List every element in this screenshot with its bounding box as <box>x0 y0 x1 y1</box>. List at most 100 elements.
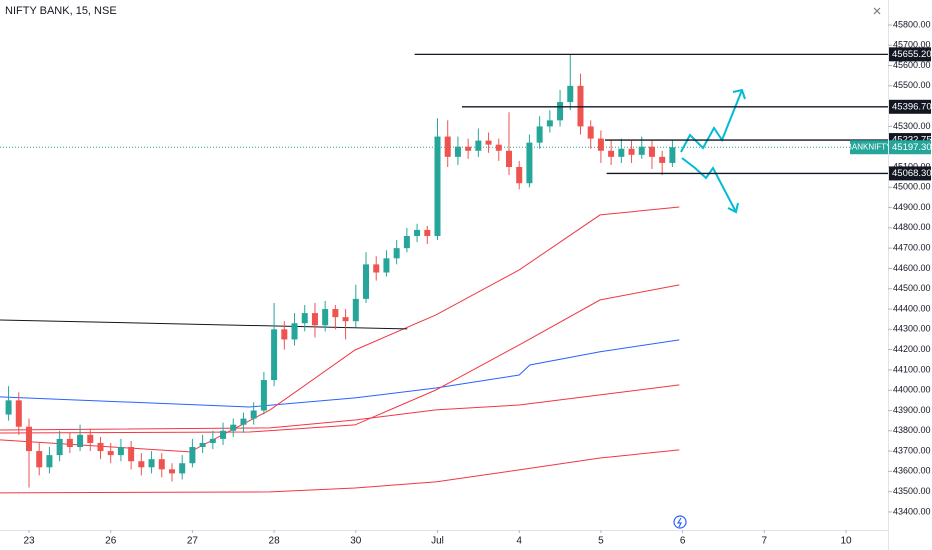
x-tick-label: 30 <box>350 536 362 547</box>
candle-body <box>36 451 43 468</box>
candle-body <box>577 85 584 127</box>
level-label: 45396.70 <box>892 101 932 112</box>
candle-body <box>97 442 104 452</box>
x-tick-label: 10 <box>840 536 852 547</box>
candle-body <box>434 136 441 236</box>
candle-body <box>536 126 543 143</box>
x-tick-label: 6 <box>680 536 686 547</box>
chart-title: NIFTY BANK, 15, NSE <box>5 5 117 17</box>
candle-body <box>281 329 288 340</box>
candle-body <box>454 146 461 157</box>
candle-body <box>189 447 196 464</box>
level-label: 45068.30 <box>892 168 932 179</box>
y-tick-label: 43900.00 <box>893 405 931 415</box>
candle-body <box>505 150 512 167</box>
y-tick-label: 44200.00 <box>893 344 931 354</box>
close-icon[interactable] <box>873 7 881 15</box>
y-tick-label: 44400.00 <box>893 303 931 313</box>
y-tick-label: 45500.00 <box>893 80 931 90</box>
candle-body <box>56 438 63 456</box>
candle-body <box>475 140 482 151</box>
symbol-label-box <box>850 140 888 155</box>
y-tick-label: 44800.00 <box>893 222 931 232</box>
candle-body <box>495 144 502 151</box>
y-tick-label: 44100.00 <box>893 364 931 374</box>
x-tick-label: 4 <box>516 536 522 547</box>
projection-arrow-up <box>680 89 743 153</box>
candle-body <box>332 309 339 318</box>
candle-body <box>220 430 227 439</box>
candle-body <box>383 258 390 273</box>
y-tick-label: 44700.00 <box>893 243 931 253</box>
candle-body <box>66 438 73 448</box>
candle-body <box>669 147 676 163</box>
x-tick-label: 28 <box>269 536 281 547</box>
axis-layer: 45800.00 45700.00 45600.00 45500.00 45300.00… <box>23 19 931 546</box>
candle-body <box>271 329 278 381</box>
candle-body <box>587 126 594 139</box>
y-tick-label: 43500.00 <box>893 486 931 496</box>
alert-icon-bolt <box>676 517 682 528</box>
candle-body <box>567 85 574 103</box>
y-tick-label: 45000.00 <box>893 182 931 192</box>
candle-body <box>15 400 22 427</box>
moving-average-line <box>0 449 680 494</box>
candle-body <box>311 313 318 326</box>
candle-body <box>301 313 308 324</box>
candle-body <box>209 438 216 443</box>
candle-body <box>342 317 349 322</box>
candle-body <box>403 235 410 249</box>
x-tick-label: 5 <box>598 536 604 547</box>
candle-body <box>557 102 564 121</box>
candle-body <box>148 459 155 468</box>
trendline <box>0 319 408 330</box>
y-tick-label: 43600.00 <box>893 466 931 476</box>
last-price-label: 45197.30 <box>892 142 932 153</box>
moving-average-line <box>0 384 680 431</box>
candle-body <box>107 451 114 456</box>
candle-body <box>46 455 53 468</box>
candle-body <box>168 469 175 474</box>
x-tick-label: Jul <box>431 536 444 547</box>
candle-body <box>648 146 655 157</box>
y-tick-label: 45300.00 <box>893 121 931 131</box>
candle-body <box>26 426 33 452</box>
level-label-box <box>889 99 931 114</box>
candle-body <box>291 323 298 340</box>
candle-body <box>373 264 380 273</box>
candle-body <box>230 424 237 431</box>
candle-body <box>638 146 645 155</box>
candle-body <box>363 264 370 299</box>
candle-body <box>618 148 625 157</box>
candle-body <box>322 309 329 326</box>
candle-body <box>659 156 666 163</box>
y-tick-label: 44300.00 <box>893 324 931 334</box>
y-tick-label: 45700.00 <box>893 40 931 50</box>
candle-layer <box>5 54 676 488</box>
candle-body <box>546 120 553 127</box>
candle-body <box>516 166 523 184</box>
y-tick-label: 43700.00 <box>893 445 931 455</box>
candle-body <box>352 298 359 322</box>
candle-body <box>138 461 145 468</box>
arrow-head <box>732 88 746 100</box>
moving-average-line <box>0 339 680 408</box>
y-tick-label: 45800.00 <box>893 19 931 29</box>
candle-body <box>424 229 431 236</box>
y-tick-label: 44600.00 <box>893 263 931 273</box>
candle-body <box>240 418 247 425</box>
y-tick-label: 45100.00 <box>893 161 931 171</box>
candle-body <box>199 442 206 448</box>
alert-icon[interactable] <box>673 515 687 529</box>
candle-body <box>117 447 124 456</box>
symbol-label: BANKNIFTY <box>847 142 893 151</box>
y-tick-label: 44500.00 <box>893 283 931 293</box>
arrow-head <box>727 202 739 214</box>
y-tick-label: 44900.00 <box>893 202 931 212</box>
candle-body <box>526 142 533 184</box>
candle-body <box>393 248 400 259</box>
candle-body <box>444 136 451 157</box>
